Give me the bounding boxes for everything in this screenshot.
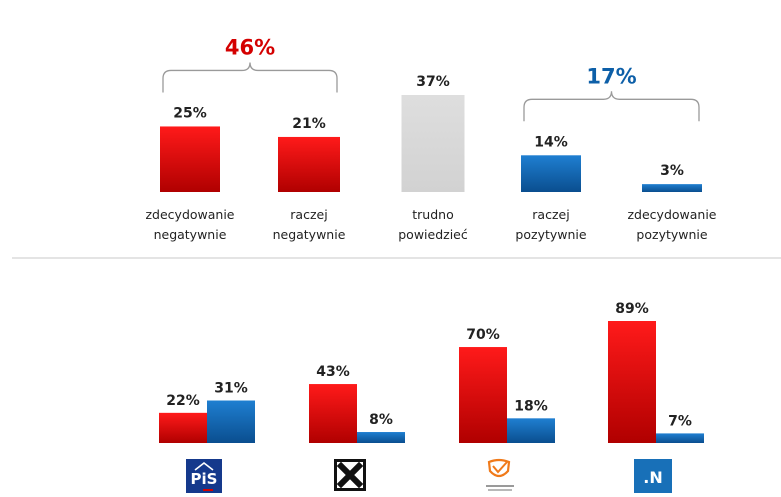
opinion-category-label: zdecydowanie — [145, 207, 234, 222]
opinion-category-label: negatywnie — [273, 227, 346, 242]
nowoczesna-logo: .N — [634, 459, 672, 493]
group-brace — [162, 62, 338, 93]
group-brace — [523, 91, 700, 122]
party-bar — [309, 384, 357, 443]
party-bar — [159, 412, 207, 443]
opinion-category-label: pozytywnie — [636, 227, 707, 242]
group-total-label: 46% — [225, 35, 275, 59]
opinion-category-label: pozytywnie — [515, 227, 586, 242]
party-value-label: 43% — [316, 364, 350, 380]
opinion-bar — [401, 95, 465, 192]
opinion-bar — [278, 136, 340, 192]
opinion-value-label: 14% — [534, 134, 568, 150]
opinion-bar — [160, 126, 220, 192]
party-value-label: 7% — [668, 413, 692, 429]
opinion-category-label: trudno — [412, 207, 453, 222]
party-bar — [507, 418, 555, 443]
party-value-label: 70% — [466, 327, 500, 343]
opinion-category-label: zdecydowanie — [627, 207, 716, 222]
opinion-value-label: 25% — [173, 105, 207, 121]
party-bar — [608, 321, 656, 443]
opinion-chart: 25% zdecydowanie negatywnie 21% raczej negaty… — [145, 35, 716, 242]
group-total-label: 17% — [586, 64, 636, 88]
party-value-label: 89% — [615, 301, 649, 317]
party-bar — [656, 433, 704, 443]
party-value-label: 31% — [214, 381, 248, 397]
party-value-label: 18% — [514, 398, 548, 414]
party-value-label: 22% — [166, 393, 200, 409]
opinion-value-label: 37% — [416, 74, 450, 90]
pis-logo: PiS — [186, 459, 222, 493]
party-bar — [459, 347, 507, 443]
party-bar — [357, 432, 405, 443]
party-bar — [207, 400, 255, 443]
opinion-category-label: powiedzieć — [398, 227, 468, 242]
opinion-value-label: 21% — [292, 116, 326, 132]
po-logo — [486, 458, 514, 491]
opinion-category-label: raczej — [532, 207, 569, 222]
pis-logo-text: PiS — [191, 470, 218, 488]
party-value-label: 8% — [369, 412, 393, 428]
opinion-category-label: negatywnie — [154, 227, 227, 242]
opinion-value-label: 3% — [660, 163, 684, 179]
kukiz-logo — [334, 459, 366, 491]
opinion-category-label: raczej — [290, 207, 327, 222]
party-chart: 22% 43% 70% 89% 31% 8% 18% 7% — [159, 301, 704, 443]
opinion-bar — [521, 155, 581, 192]
nowoczesna-logo-text: .N — [643, 468, 662, 487]
opinion-bar — [642, 184, 702, 192]
